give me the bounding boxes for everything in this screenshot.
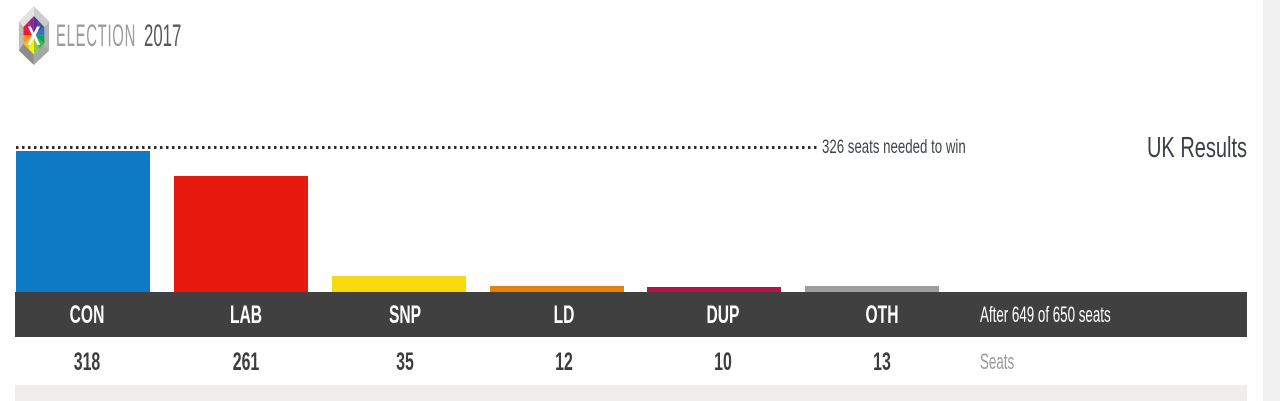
svg-text:X: X — [27, 21, 41, 50]
